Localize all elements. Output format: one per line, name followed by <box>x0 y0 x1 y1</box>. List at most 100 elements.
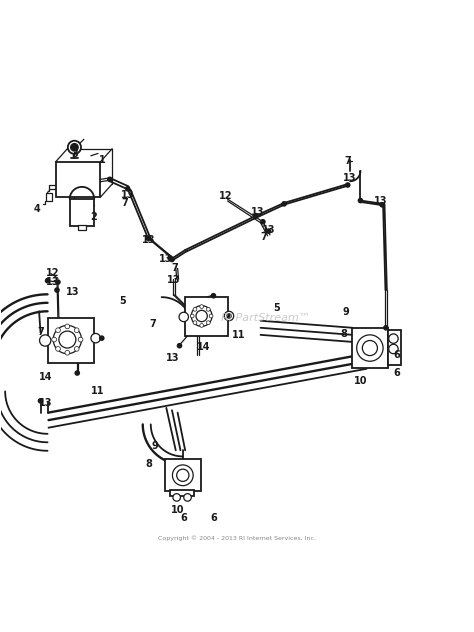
Circle shape <box>210 293 216 298</box>
Text: 13: 13 <box>166 353 179 363</box>
Text: 9: 9 <box>342 307 349 317</box>
Text: 13: 13 <box>262 225 275 235</box>
Text: 6: 6 <box>181 513 188 523</box>
Circle shape <box>107 176 113 182</box>
Circle shape <box>55 279 61 285</box>
Circle shape <box>389 344 398 354</box>
Circle shape <box>196 310 207 322</box>
Text: 6: 6 <box>394 368 401 379</box>
Text: 10: 10 <box>354 376 367 386</box>
Circle shape <box>193 321 197 325</box>
Text: 9: 9 <box>151 441 158 451</box>
Bar <box>170 490 194 496</box>
Circle shape <box>173 465 193 485</box>
Text: 11: 11 <box>232 330 246 340</box>
Circle shape <box>357 198 363 204</box>
Circle shape <box>45 278 50 284</box>
Text: 13: 13 <box>46 277 59 287</box>
Circle shape <box>389 334 398 343</box>
Text: RI PartStream™: RI PartStream™ <box>221 313 310 324</box>
Text: 13: 13 <box>343 173 357 183</box>
Circle shape <box>281 201 287 207</box>
Circle shape <box>191 306 212 326</box>
Circle shape <box>71 143 78 151</box>
Text: 13: 13 <box>39 398 53 408</box>
Text: 6: 6 <box>394 349 401 360</box>
Bar <box>388 330 401 365</box>
Circle shape <box>191 314 194 318</box>
Circle shape <box>68 141 81 154</box>
Circle shape <box>260 219 266 224</box>
Circle shape <box>345 182 351 188</box>
Text: 7: 7 <box>261 232 267 242</box>
Circle shape <box>146 236 151 241</box>
Circle shape <box>177 343 182 348</box>
Circle shape <box>209 314 213 318</box>
Circle shape <box>65 350 70 355</box>
Circle shape <box>54 288 60 293</box>
Circle shape <box>39 335 51 346</box>
Circle shape <box>59 331 76 348</box>
Text: 3: 3 <box>71 149 78 159</box>
Text: 13: 13 <box>121 190 135 200</box>
Bar <box>46 193 52 200</box>
Circle shape <box>53 325 82 354</box>
Text: 2: 2 <box>90 212 97 222</box>
Circle shape <box>266 228 272 234</box>
Circle shape <box>169 257 175 262</box>
Bar <box>185 297 228 336</box>
Text: 12: 12 <box>219 191 232 201</box>
Circle shape <box>173 494 181 501</box>
Text: 8: 8 <box>145 459 152 470</box>
Text: 13: 13 <box>159 255 172 264</box>
Text: 10: 10 <box>171 505 184 515</box>
Circle shape <box>200 324 203 327</box>
Text: 13: 13 <box>374 195 387 205</box>
Bar <box>165 459 201 491</box>
Circle shape <box>74 370 80 376</box>
Circle shape <box>65 324 70 329</box>
Circle shape <box>184 494 191 501</box>
Circle shape <box>179 312 189 322</box>
Text: 14: 14 <box>197 342 211 351</box>
Text: 13: 13 <box>251 207 264 217</box>
Text: 7: 7 <box>172 264 178 274</box>
Circle shape <box>226 313 232 319</box>
Circle shape <box>379 202 385 208</box>
Text: 4: 4 <box>33 204 40 214</box>
Circle shape <box>78 337 83 342</box>
Text: 5: 5 <box>273 303 281 312</box>
Text: 1: 1 <box>100 155 106 166</box>
Text: 7: 7 <box>345 157 351 166</box>
Text: 7: 7 <box>37 327 44 337</box>
Circle shape <box>207 321 210 325</box>
Text: 14: 14 <box>39 372 53 382</box>
Circle shape <box>55 346 60 351</box>
Circle shape <box>125 186 130 191</box>
Text: 13: 13 <box>167 275 180 284</box>
Bar <box>353 328 388 368</box>
Text: Copyright © 2004 - 2013 RI Internet Services, Inc.: Copyright © 2004 - 2013 RI Internet Serv… <box>158 535 316 541</box>
Text: 13: 13 <box>66 287 80 297</box>
Bar <box>70 199 94 226</box>
Circle shape <box>207 307 210 311</box>
Circle shape <box>383 325 389 331</box>
Circle shape <box>37 398 43 404</box>
Circle shape <box>55 328 60 332</box>
Circle shape <box>52 337 56 342</box>
Circle shape <box>253 213 259 219</box>
Circle shape <box>177 469 189 482</box>
Text: 7: 7 <box>121 198 128 209</box>
Circle shape <box>91 334 100 343</box>
Circle shape <box>99 336 105 341</box>
Circle shape <box>357 335 383 362</box>
Text: 6: 6 <box>210 513 217 523</box>
Text: 12: 12 <box>46 267 59 277</box>
Text: 13: 13 <box>142 234 155 245</box>
Text: 8: 8 <box>340 329 347 339</box>
Bar <box>55 162 100 197</box>
Circle shape <box>200 305 203 308</box>
Bar <box>47 319 94 363</box>
Text: 7: 7 <box>150 319 156 329</box>
Bar <box>78 224 86 230</box>
